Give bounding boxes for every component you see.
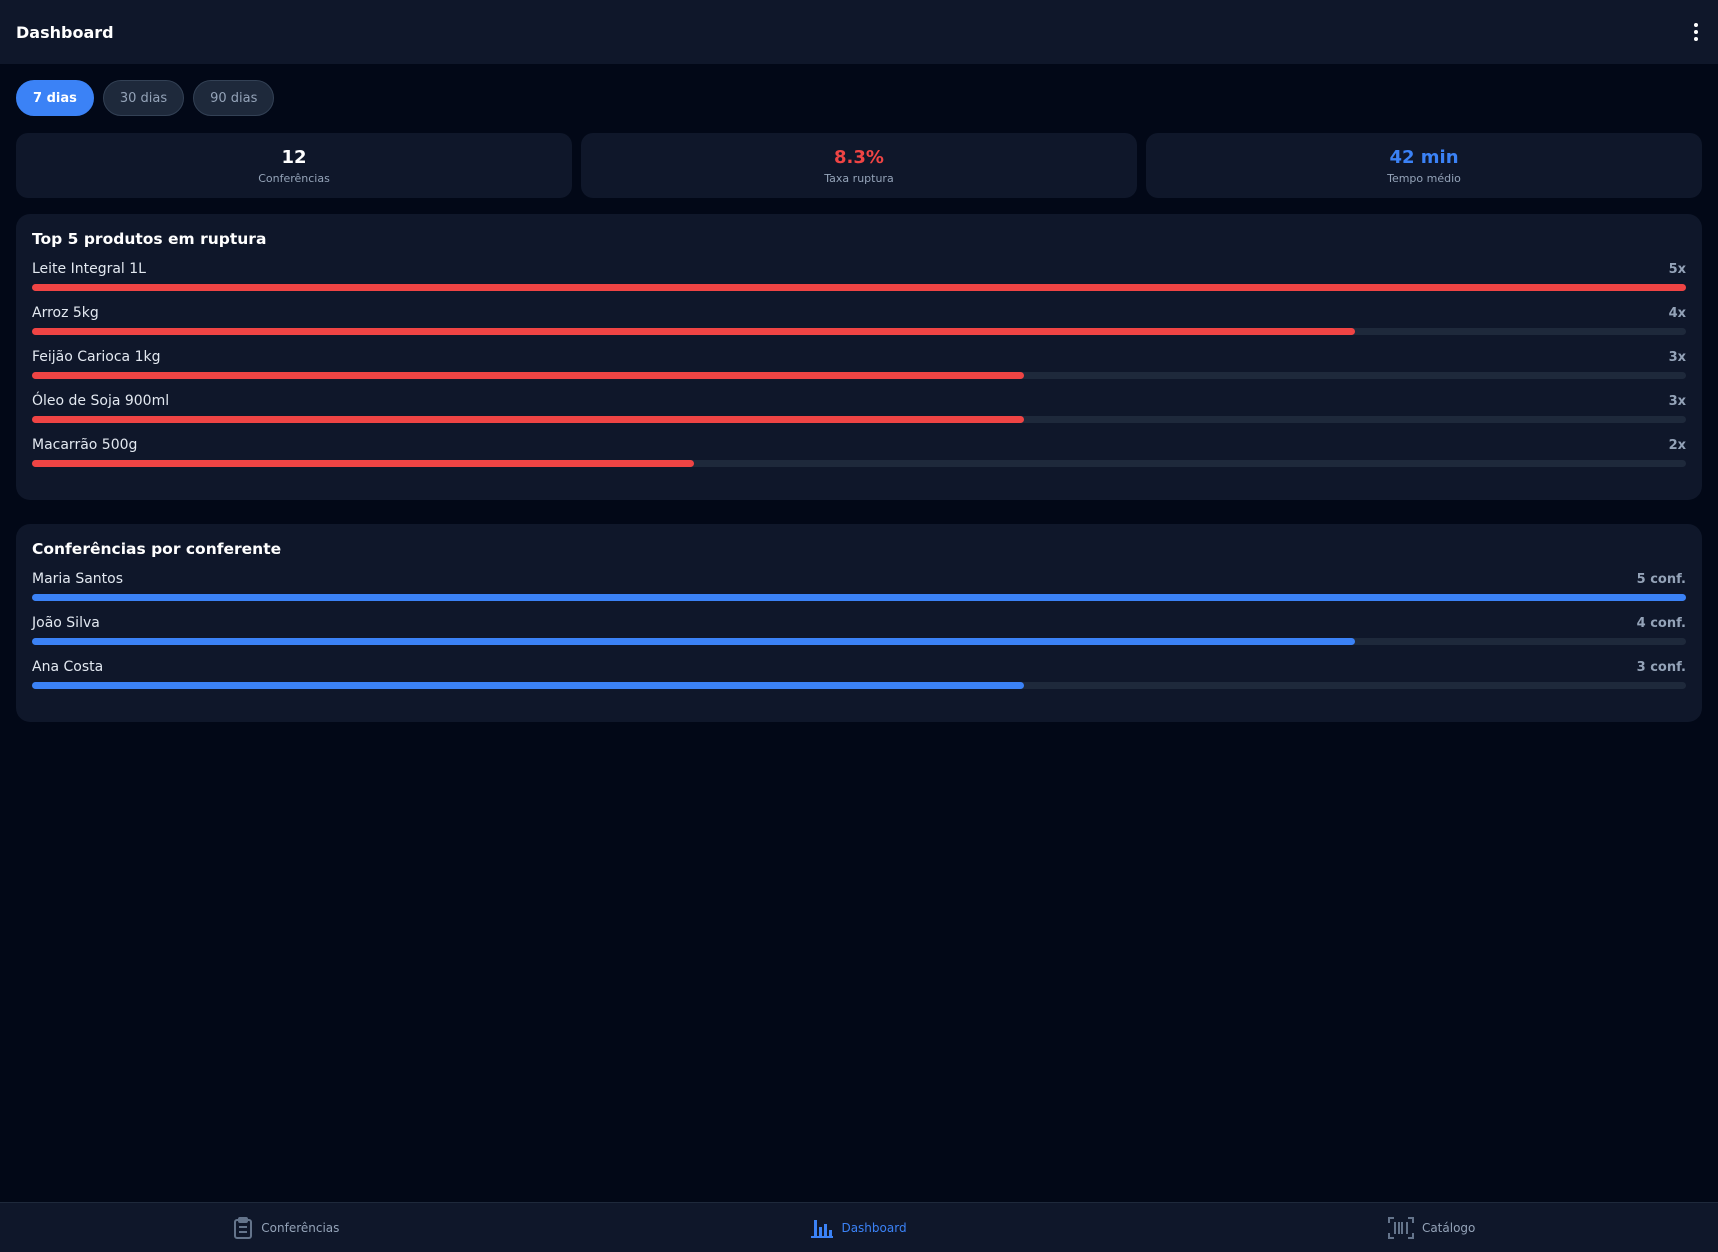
- list-card: Conferências por conferente Maria Santos 5…: [16, 524, 1702, 722]
- bar-track: [32, 638, 1686, 645]
- row-count: 4 conf.: [1636, 615, 1686, 631]
- row-head: Macarrão 500g 2x: [32, 436, 1686, 454]
- row-head: Óleo de Soja 900ml 3x: [32, 392, 1686, 410]
- row-head: Feijão Carioca 1kg 3x: [32, 348, 1686, 366]
- nav-item[interactable]: Conferências: [0, 1203, 573, 1252]
- bar-row: Leite Integral 1L 5x: [32, 260, 1686, 291]
- row-name: Ana Costa: [32, 659, 104, 675]
- stat-value: 8.3%: [834, 146, 884, 168]
- card-title: Conferências por conferente: [32, 540, 282, 558]
- bar-track: [32, 328, 1686, 335]
- period-tab[interactable]: 30 dias: [102, 80, 185, 116]
- row-head: Maria Santos 5 conf.: [32, 570, 1686, 588]
- lists: Top 5 produtos em ruptura Leite Integral …: [0, 214, 1718, 722]
- bar: [32, 638, 1356, 645]
- bar-row: Maria Santos 5 conf.: [32, 570, 1686, 601]
- list-card: Top 5 produtos em ruptura Leite Integral …: [16, 214, 1702, 500]
- menu-button[interactable]: [1690, 19, 1702, 45]
- row-count: 3 conf.: [1636, 659, 1686, 675]
- row-count: 2x: [1668, 437, 1686, 453]
- nav-label: Conferências: [261, 1220, 340, 1235]
- row-name: João Silva: [32, 615, 100, 631]
- row-name: Macarrão 500g: [32, 437, 138, 453]
- nav-icon: [811, 1219, 834, 1238]
- row-head: João Silva 4 conf.: [32, 614, 1686, 632]
- stat-card: 42 min Tempo médio: [1146, 133, 1702, 198]
- row-name: Maria Santos: [32, 571, 124, 587]
- bar-row: Ana Costa 3 conf.: [32, 658, 1686, 689]
- stat-value: 12: [281, 146, 307, 168]
- bar-track: [32, 284, 1686, 291]
- row-name: Óleo de Soja 900ml: [32, 393, 170, 409]
- bar-row: Arroz 5kg 4x: [32, 304, 1686, 335]
- stat-label: Tempo médio: [1387, 171, 1461, 185]
- bar: [32, 328, 1356, 335]
- row-count: 4x: [1668, 305, 1686, 321]
- top-bar: Dashboard: [0, 0, 1718, 64]
- bar-track: [32, 682, 1686, 689]
- nav-icon: [234, 1216, 253, 1239]
- row-count: 5x: [1668, 261, 1686, 277]
- bar-row: Feijão Carioca 1kg 3x: [32, 348, 1686, 379]
- stat-label: Conferências: [258, 171, 330, 185]
- stats: 12 Conferências 8.3% Taxa ruptura 42 min Temp…: [0, 116, 1718, 198]
- row-name: Arroz 5kg: [32, 305, 99, 321]
- bar-row: João Silva 4 conf.: [32, 614, 1686, 645]
- bar-track: [32, 594, 1686, 601]
- row-count: 3x: [1668, 349, 1686, 365]
- row-head: Arroz 5kg 4x: [32, 304, 1686, 322]
- nav-item[interactable]: Catálogo: [1145, 1203, 1718, 1252]
- bar-row: Óleo de Soja 900ml 3x: [32, 392, 1686, 423]
- nav-label: Dashboard: [841, 1220, 907, 1235]
- bar-track: [32, 372, 1686, 379]
- bar-row: Macarrão 500g 2x: [32, 436, 1686, 467]
- row-count: 3x: [1668, 393, 1686, 409]
- row-name: Feijão Carioca 1kg: [32, 349, 161, 365]
- bar: [32, 594, 1686, 601]
- row-head: Ana Costa 3 conf.: [32, 658, 1686, 676]
- bar: [32, 682, 1025, 689]
- bar: [32, 284, 1686, 291]
- nav-icon: [1387, 1216, 1414, 1239]
- bar-track: [32, 416, 1686, 423]
- stat-value: 42 min: [1389, 146, 1459, 168]
- row-head: Leite Integral 1L 5x: [32, 260, 1686, 278]
- bar: [32, 460, 694, 467]
- bar: [32, 372, 1025, 379]
- nav-item[interactable]: Dashboard: [573, 1203, 1146, 1252]
- card-title: Top 5 produtos em ruptura: [32, 230, 267, 248]
- stat-card: 8.3% Taxa ruptura: [581, 133, 1137, 198]
- period-tab[interactable]: 90 dias: [193, 80, 275, 116]
- stat-label: Taxa ruptura: [824, 171, 894, 185]
- bar: [32, 416, 1025, 423]
- stat-card: 12 Conferências: [16, 133, 572, 198]
- bottom-nav: Conferências Dashboard Catálogo: [0, 1202, 1718, 1252]
- row-count: 5 conf.: [1636, 571, 1686, 587]
- bar-track: [32, 460, 1686, 467]
- period-tab[interactable]: 7 dias: [16, 80, 94, 116]
- page-title: Dashboard: [16, 22, 114, 42]
- nav-label: Catálogo: [1421, 1220, 1476, 1235]
- row-name: Leite Integral 1L: [32, 261, 146, 277]
- period-tabs: 7 dias 30 dias 90 dias: [0, 64, 1718, 116]
